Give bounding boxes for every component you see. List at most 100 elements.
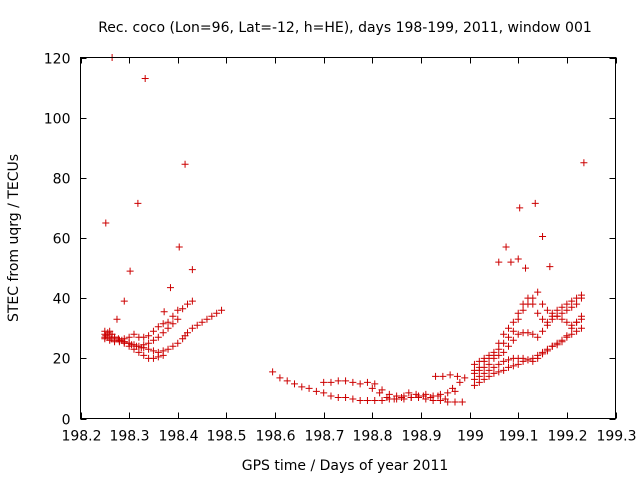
data-point: [543, 347, 551, 355]
data-point: [449, 384, 457, 392]
data-point: [539, 327, 547, 335]
data-point: [160, 308, 168, 316]
y-tick-label: 120: [44, 52, 71, 68]
data-point: [193, 321, 201, 329]
data-point: [140, 341, 148, 349]
data-point: [514, 255, 522, 263]
data-point: [543, 318, 551, 326]
data-point: [505, 363, 512, 371]
data-point: [101, 333, 109, 341]
x-tick-label: 198.8: [352, 429, 392, 445]
data-point: [126, 267, 134, 275]
data-point: [439, 372, 447, 380]
data-point: [181, 160, 189, 168]
data-point: [548, 309, 556, 317]
data-point: [519, 306, 527, 314]
data-point: [568, 321, 576, 329]
data-point: [568, 303, 576, 311]
tick-layer: [80, 57, 617, 420]
data-point: [432, 372, 440, 380]
data-point: [141, 75, 149, 83]
x-tick-label: 199.1: [498, 429, 538, 445]
data-point: [573, 294, 581, 302]
x-tick-label: 198.2: [61, 429, 101, 445]
data-point: [218, 306, 226, 314]
data-point: [568, 297, 576, 305]
data-point: [334, 377, 342, 385]
data-point: [174, 306, 182, 314]
data-point: [169, 312, 177, 320]
data-point: [573, 318, 581, 326]
data-point: [175, 243, 183, 251]
data-point: [495, 345, 503, 353]
data-point: [514, 315, 522, 323]
data-point: [145, 345, 153, 353]
x-tick-label: 198.5: [206, 429, 246, 445]
data-point: [534, 354, 542, 362]
data-point: [509, 362, 517, 370]
data-point: [120, 335, 128, 343]
data-point: [371, 396, 379, 404]
data-point: [164, 345, 172, 353]
data-point: [363, 396, 371, 404]
data-point: [378, 396, 386, 404]
data-point: [485, 366, 493, 374]
data-point: [539, 232, 547, 240]
data-point: [573, 327, 581, 335]
data-point: [519, 354, 527, 362]
data-point: [154, 353, 162, 361]
y-tick-label: 0: [62, 413, 71, 429]
data-point: [320, 389, 328, 397]
data-point: [327, 392, 335, 400]
data-point: [461, 374, 469, 382]
data-point: [509, 336, 517, 344]
data-point: [470, 375, 478, 383]
data-point: [490, 369, 498, 377]
data-point: [505, 333, 512, 341]
data-point: [539, 350, 547, 358]
data-point: [101, 327, 109, 335]
x-tick-label: 199.3: [596, 429, 636, 445]
data-point: [145, 332, 153, 340]
data-point: [563, 306, 571, 314]
data-point: [169, 342, 177, 350]
data-point: [140, 333, 148, 341]
data-point: [458, 398, 466, 406]
x-tick-label: 199: [457, 429, 484, 445]
data-point: [169, 320, 177, 328]
data-point: [291, 380, 298, 388]
data-point: [342, 393, 350, 401]
data-point: [453, 372, 461, 380]
data-point: [149, 347, 157, 355]
data-point: [500, 339, 508, 347]
data-point: [500, 357, 508, 365]
data-point: [577, 324, 585, 332]
data-point: [114, 335, 122, 343]
data-point: [305, 384, 313, 392]
data-point: [563, 300, 571, 308]
data-point: [368, 384, 376, 392]
data-point: [500, 330, 508, 338]
data-point: [531, 199, 539, 207]
data-point: [179, 305, 187, 313]
data-point: [102, 332, 110, 340]
data-point: [130, 345, 138, 353]
data-point: [539, 300, 547, 308]
data-point: [543, 306, 551, 314]
data-point: [276, 374, 284, 382]
data-point: [140, 351, 148, 359]
data-point: [269, 368, 277, 376]
data-point: [111, 338, 119, 346]
data-point: [412, 390, 420, 398]
data-point: [166, 284, 174, 292]
data-point: [174, 339, 182, 347]
data-point: [320, 378, 328, 386]
data-point: [356, 380, 364, 388]
data-point: [203, 315, 211, 323]
data-point: [436, 396, 444, 404]
data-point: [159, 329, 167, 337]
data-point: [106, 336, 114, 344]
data-point: [184, 300, 191, 308]
data-point: [188, 266, 196, 274]
data-point: [534, 333, 542, 341]
